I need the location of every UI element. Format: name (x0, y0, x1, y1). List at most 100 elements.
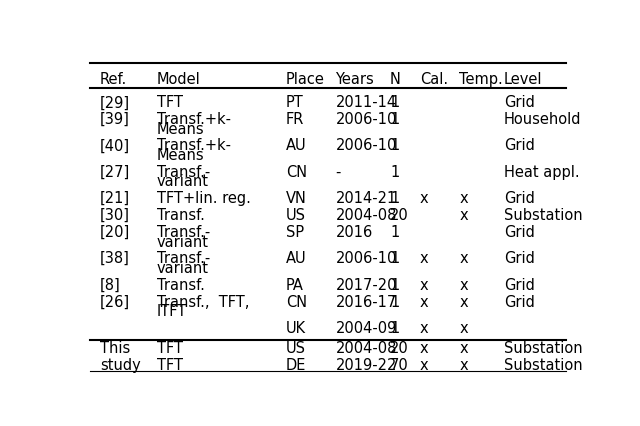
Text: Grid: Grid (504, 294, 535, 310)
Text: 2006-10: 2006-10 (335, 112, 397, 127)
Text: 20: 20 (390, 341, 409, 356)
Text: Transf.-: Transf.- (157, 251, 210, 266)
Text: Ref.: Ref. (100, 72, 127, 86)
Text: x: x (420, 251, 428, 266)
Text: Years: Years (335, 72, 374, 86)
Text: CN: CN (286, 294, 307, 310)
Text: 2019-22: 2019-22 (335, 358, 397, 373)
Text: -: - (335, 165, 341, 180)
Text: 2016-17: 2016-17 (335, 294, 397, 310)
Text: Transf.: Transf. (157, 208, 205, 223)
Text: Transf.-: Transf.- (157, 165, 210, 180)
Text: 2006-10: 2006-10 (335, 251, 397, 266)
Text: UK: UK (286, 321, 306, 336)
Text: [30]: [30] (100, 208, 130, 223)
Text: [29]: [29] (100, 95, 130, 110)
Text: Transf.+k-: Transf.+k- (157, 112, 231, 127)
Text: [38]: [38] (100, 251, 130, 266)
Text: 1: 1 (390, 138, 399, 153)
Text: x: x (460, 358, 468, 373)
Text: CN: CN (286, 165, 307, 180)
Text: x: x (420, 321, 428, 336)
Text: [39]: [39] (100, 112, 130, 127)
Text: TFT: TFT (157, 341, 183, 356)
Text: x: x (420, 278, 428, 293)
Text: AU: AU (286, 138, 307, 153)
Text: FR: FR (286, 112, 304, 127)
Text: 1: 1 (390, 95, 399, 110)
Text: Cal.: Cal. (420, 72, 448, 86)
Text: 2004-08: 2004-08 (335, 208, 397, 223)
Text: PA: PA (286, 278, 304, 293)
Text: Grid: Grid (504, 278, 535, 293)
Text: Grid: Grid (504, 138, 535, 153)
Text: Model: Model (157, 72, 200, 86)
Text: Place: Place (286, 72, 324, 86)
Text: US: US (286, 341, 306, 356)
Text: Transf.+k-: Transf.+k- (157, 138, 231, 153)
Text: [21]: [21] (100, 191, 130, 206)
Text: US: US (286, 208, 306, 223)
Text: SP: SP (286, 225, 304, 240)
Text: x: x (460, 321, 468, 336)
Text: Grid: Grid (504, 251, 535, 266)
Text: 2014-21: 2014-21 (335, 191, 397, 206)
Text: [20]: [20] (100, 225, 130, 240)
Text: Substation: Substation (504, 358, 582, 373)
Text: [26]: [26] (100, 294, 130, 310)
Text: [8]: [8] (100, 278, 120, 293)
Text: 2006-10: 2006-10 (335, 138, 397, 153)
Text: [40]: [40] (100, 138, 130, 153)
Text: TFT: TFT (157, 95, 183, 110)
Text: TFT: TFT (157, 358, 183, 373)
Text: 2004-08: 2004-08 (335, 341, 397, 356)
Text: [27]: [27] (100, 165, 130, 180)
Text: Grid: Grid (504, 191, 535, 206)
Text: x: x (460, 251, 468, 266)
Text: Transf.,  TFT,: Transf., TFT, (157, 294, 249, 310)
Text: Transf.-: Transf.- (157, 225, 210, 240)
Text: AU: AU (286, 251, 307, 266)
Text: TFT+lin. reg.: TFT+lin. reg. (157, 191, 251, 206)
Text: Temp.: Temp. (460, 72, 503, 86)
Text: x: x (460, 191, 468, 206)
Text: x: x (420, 341, 428, 356)
Text: Household: Household (504, 112, 582, 127)
Text: 1: 1 (390, 112, 399, 127)
Text: Substation: Substation (504, 208, 582, 223)
Text: N: N (390, 72, 401, 86)
Text: 70: 70 (390, 358, 409, 373)
Text: study: study (100, 358, 141, 373)
Text: x: x (460, 294, 468, 310)
Text: Level: Level (504, 72, 543, 86)
Text: variant: variant (157, 261, 209, 276)
Text: 1: 1 (390, 251, 399, 266)
Text: VN: VN (286, 191, 307, 206)
Text: variant: variant (157, 175, 209, 190)
Text: 1: 1 (390, 278, 399, 293)
Text: Grid: Grid (504, 225, 535, 240)
Text: x: x (420, 294, 428, 310)
Text: 1: 1 (390, 225, 399, 240)
Text: x: x (420, 191, 428, 206)
Text: 2011-14: 2011-14 (335, 95, 397, 110)
Text: x: x (460, 278, 468, 293)
Text: PT: PT (286, 95, 303, 110)
Text: Heat appl.: Heat appl. (504, 165, 580, 180)
Text: x: x (420, 358, 428, 373)
Text: This: This (100, 341, 130, 356)
Text: x: x (460, 341, 468, 356)
Text: x: x (460, 208, 468, 223)
Text: 1: 1 (390, 165, 399, 180)
Text: Means: Means (157, 122, 205, 137)
Text: 1: 1 (390, 321, 399, 336)
Text: 1: 1 (390, 191, 399, 206)
Text: Transf.: Transf. (157, 278, 205, 293)
Text: Grid: Grid (504, 95, 535, 110)
Text: ITFT: ITFT (157, 305, 187, 320)
Text: 1: 1 (390, 294, 399, 310)
Text: Substation: Substation (504, 341, 582, 356)
Text: 2004-09: 2004-09 (335, 321, 397, 336)
Text: 2017-20: 2017-20 (335, 278, 397, 293)
Text: DE: DE (286, 358, 306, 373)
